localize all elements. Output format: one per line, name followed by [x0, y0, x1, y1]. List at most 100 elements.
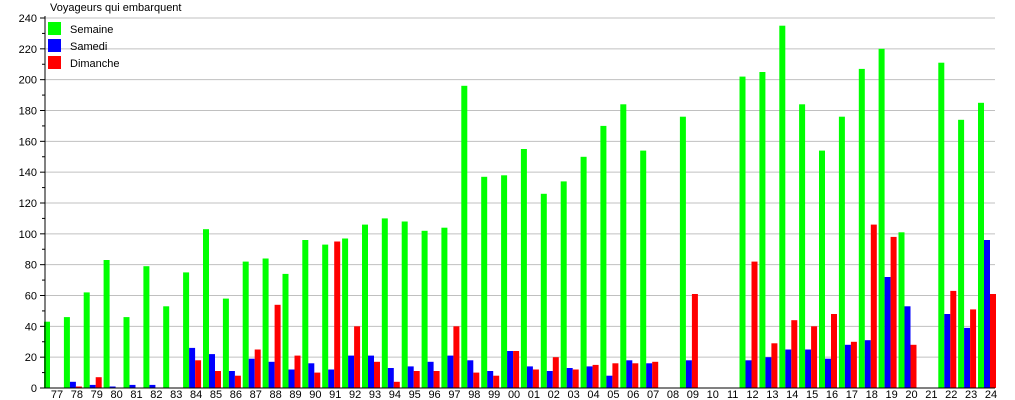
bar-semaine-85 [203, 229, 209, 388]
bar-semaine-82 [143, 266, 150, 388]
bar-dimanche-91 [334, 241, 341, 388]
bar-samedi-03 [566, 368, 573, 388]
bar-dimanche-17 [850, 341, 857, 389]
bar-dimanche-86 [234, 375, 241, 388]
bar-semaine-77 [44, 321, 50, 388]
bar-samedi-06 [626, 360, 633, 389]
bar-dimanche-89 [294, 355, 301, 388]
bar-semaine-98 [461, 85, 468, 389]
legend-label: Samedi [70, 41, 107, 53]
x-tick-label: 23 [965, 389, 977, 400]
bar-samedi-12 [745, 360, 752, 389]
y-tick-label: 200 [19, 75, 37, 87]
x-tick-label: 90 [309, 389, 321, 400]
bar-semaine-80 [103, 260, 110, 388]
bar-samedi-85 [209, 354, 215, 388]
bar-samedi-82 [149, 384, 156, 388]
x-tick-label: 89 [289, 389, 301, 400]
bar-samedi-80 [109, 386, 116, 388]
y-tick-label: 240 [19, 13, 37, 25]
bar-dimanche-04 [592, 364, 599, 388]
bar-samedi-90 [308, 363, 315, 388]
bar-dimanche-96 [433, 371, 440, 388]
x-tick-label: 78 [71, 389, 83, 400]
x-tick-label: 17 [846, 389, 858, 400]
bar-samedi-95 [407, 366, 414, 388]
bar-dimanche-79 [95, 377, 102, 388]
bar-samedi-96 [427, 361, 434, 388]
bar-dimanche-01 [532, 369, 539, 388]
x-tick-label: 05 [607, 389, 619, 400]
x-tick-label: 21 [925, 389, 937, 400]
bar-semaine-12 [739, 76, 746, 388]
bar-samedi-98 [467, 360, 474, 389]
x-tick-label: 77 [51, 389, 63, 400]
legend: Semaine Samedi Dimanche [48, 22, 120, 70]
x-tick-label: 87 [250, 389, 262, 400]
bar-semaine-91 [322, 244, 329, 388]
x-tick-label: 97 [448, 389, 460, 400]
bar-samedi-88 [268, 361, 275, 388]
bar-samedi-14 [785, 349, 792, 388]
x-tick-label: 02 [548, 389, 560, 400]
bar-samedi-86 [228, 371, 235, 388]
x-tick-label: 94 [389, 389, 401, 400]
x-tick-label: 19 [886, 389, 898, 400]
bar-samedi-17 [844, 344, 851, 388]
legend-label: Semaine [70, 24, 113, 36]
x-tick-label: 93 [369, 389, 381, 400]
x-tick-label: 11 [727, 389, 738, 400]
bar-dimanche-19 [890, 236, 897, 388]
bar-semaine-89 [282, 273, 289, 388]
bar-samedi-18 [864, 340, 871, 388]
bar-semaine-13 [759, 72, 766, 388]
bar-samedi-87 [248, 358, 255, 388]
bar-dimanche-12 [751, 261, 758, 388]
x-tick-label: 80 [110, 389, 122, 400]
bar-dimanche-13 [771, 343, 778, 388]
bar-samedi-01 [526, 366, 533, 388]
bar-samedi-24 [984, 240, 990, 388]
bar-semaine-02 [540, 193, 547, 389]
y-tick-label: 220 [19, 44, 37, 56]
bar-samedi-07 [646, 363, 653, 388]
bar-semaine-24 [978, 102, 984, 389]
bar-semaine-79 [83, 292, 90, 388]
bar-semaine-04 [580, 156, 587, 389]
bar-samedi-91 [328, 369, 335, 388]
bar-dimanche-03 [572, 369, 579, 388]
x-tick-label: 20 [905, 389, 917, 400]
bar-samedi-23 [964, 327, 971, 388]
bar-dimanche-85 [215, 371, 221, 388]
chart-title: Voyageurs qui embarquent [50, 2, 181, 14]
bar-dimanche-94 [393, 381, 400, 388]
bar-samedi-79 [89, 384, 96, 388]
bar-samedi-00 [507, 351, 514, 388]
x-tick-label: 22 [945, 389, 957, 400]
y-tick-label: 160 [19, 136, 37, 148]
x-tick-label: 13 [766, 389, 778, 400]
legend-swatch-dimanche [48, 56, 61, 69]
bar-semaine-18 [858, 68, 865, 389]
x-tick-label: 96 [428, 389, 440, 400]
bar-semaine-05 [600, 125, 607, 389]
bar-dimanche-22 [950, 290, 957, 388]
x-tick-label: 86 [230, 389, 242, 400]
x-tick-label: 95 [409, 389, 421, 400]
bar-samedi-92 [348, 355, 355, 388]
legend-swatch-semaine [48, 22, 61, 35]
x-tick-label: 92 [349, 389, 361, 400]
bar-semaine-88 [262, 258, 269, 388]
x-tick-label: 06 [627, 389, 639, 400]
bar-dimanche-97 [453, 326, 460, 388]
bar-samedi-13 [765, 357, 772, 388]
bar-semaine-14 [779, 25, 786, 388]
x-tick-label: 07 [647, 389, 659, 400]
bar-semaine-90 [302, 240, 309, 388]
bar-samedi-97 [447, 355, 454, 388]
bar-dimanche-14 [791, 320, 798, 388]
x-tick-label: 91 [329, 389, 341, 400]
bar-samedi-99 [487, 371, 494, 388]
x-tick-label: 04 [587, 389, 599, 400]
x-tick-label: 85 [210, 389, 222, 400]
